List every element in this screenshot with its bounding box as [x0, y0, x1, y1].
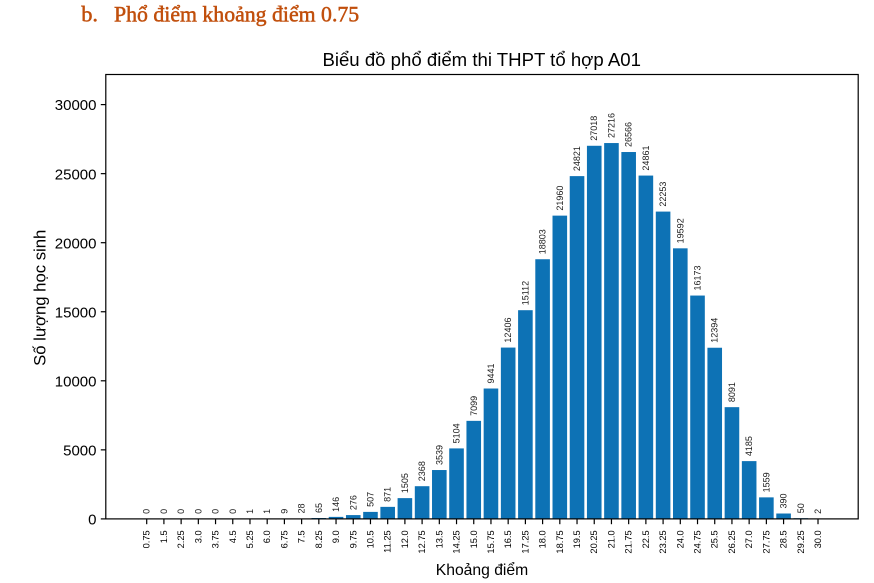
svg-text:27.0: 27.0 [744, 530, 754, 548]
svg-text:5.25: 5.25 [245, 530, 255, 548]
svg-text:22253: 22253 [658, 182, 668, 207]
svg-text:8.25: 8.25 [314, 530, 324, 548]
svg-text:17.25: 17.25 [520, 530, 530, 553]
svg-text:10.5: 10.5 [365, 530, 375, 548]
svg-text:29.25: 29.25 [796, 530, 806, 553]
svg-text:20.25: 20.25 [589, 530, 599, 553]
svg-text:30000: 30000 [55, 97, 97, 114]
svg-text:10000: 10000 [55, 373, 97, 390]
svg-text:7.5: 7.5 [297, 530, 307, 543]
svg-text:0: 0 [159, 509, 169, 514]
svg-text:25000: 25000 [55, 166, 97, 183]
svg-text:6.75: 6.75 [279, 530, 289, 548]
svg-text:Khoảng điểm: Khoảng điểm [436, 561, 528, 579]
svg-text:4.5: 4.5 [228, 530, 238, 543]
svg-text:65: 65 [314, 503, 324, 513]
svg-text:7099: 7099 [469, 396, 479, 416]
svg-text:24821: 24821 [572, 146, 582, 171]
svg-text:0: 0 [193, 509, 203, 514]
svg-text:5000: 5000 [63, 442, 96, 459]
svg-text:18803: 18803 [538, 229, 548, 254]
svg-text:b.: b. [81, 2, 98, 27]
svg-text:9441: 9441 [486, 363, 496, 383]
svg-text:2368: 2368 [417, 461, 427, 481]
svg-text:1505: 1505 [400, 473, 410, 493]
svg-text:0: 0 [228, 509, 238, 514]
svg-text:24.75: 24.75 [693, 530, 703, 553]
svg-text:3539: 3539 [434, 445, 444, 465]
svg-text:390: 390 [779, 493, 789, 508]
svg-text:26566: 26566 [624, 122, 634, 147]
svg-text:0: 0 [142, 509, 152, 514]
svg-text:50: 50 [796, 503, 806, 513]
svg-text:27.75: 27.75 [761, 530, 771, 553]
svg-text:21960: 21960 [555, 186, 565, 211]
svg-text:507: 507 [365, 492, 375, 507]
svg-text:12.0: 12.0 [400, 530, 410, 548]
svg-text:24.0: 24.0 [675, 530, 685, 548]
svg-text:9.75: 9.75 [348, 530, 358, 548]
svg-text:24861: 24861 [641, 146, 651, 171]
svg-text:22.5: 22.5 [641, 530, 651, 548]
svg-text:20000: 20000 [55, 235, 97, 252]
svg-text:3.75: 3.75 [211, 530, 221, 548]
svg-text:0: 0 [88, 512, 96, 529]
svg-text:14.25: 14.25 [452, 530, 462, 553]
svg-text:12.75: 12.75 [417, 530, 427, 553]
svg-text:12394: 12394 [710, 318, 720, 343]
svg-text:13.5: 13.5 [434, 530, 444, 548]
svg-text:19.5: 19.5 [572, 530, 582, 548]
svg-text:1: 1 [262, 509, 272, 514]
svg-text:0: 0 [211, 509, 221, 514]
svg-text:28: 28 [297, 503, 307, 513]
svg-text:21.0: 21.0 [606, 530, 616, 548]
svg-text:16173: 16173 [693, 266, 703, 291]
svg-text:16.5: 16.5 [503, 530, 513, 548]
svg-text:9: 9 [279, 509, 289, 514]
svg-text:276: 276 [348, 495, 358, 510]
svg-text:27018: 27018 [589, 116, 599, 141]
svg-text:27216: 27216 [606, 113, 616, 138]
svg-text:26.25: 26.25 [727, 530, 737, 553]
svg-text:9.0: 9.0 [331, 530, 341, 543]
svg-text:4185: 4185 [744, 436, 754, 456]
svg-text:15112: 15112 [520, 281, 530, 305]
svg-text:2: 2 [813, 509, 823, 514]
svg-text:15.75: 15.75 [486, 530, 496, 553]
svg-text:8091: 8091 [727, 382, 737, 402]
svg-text:25.5: 25.5 [710, 530, 720, 548]
svg-text:21.75: 21.75 [624, 530, 634, 553]
svg-text:Số lượng học sinh: Số lượng học sinh [31, 230, 50, 366]
svg-text:0.75: 0.75 [142, 530, 152, 548]
svg-text:30.0: 30.0 [813, 530, 823, 548]
svg-text:3.0: 3.0 [193, 530, 203, 543]
svg-text:12406: 12406 [503, 318, 513, 343]
svg-text:15000: 15000 [55, 304, 97, 321]
svg-text:2.25: 2.25 [176, 530, 186, 548]
svg-text:871: 871 [383, 487, 393, 502]
svg-text:1: 1 [245, 509, 255, 514]
svg-text:1559: 1559 [761, 472, 771, 492]
svg-text:Biểu đồ phổ điểm thi THPT tổ h: Biểu đồ phổ điểm thi THPT tổ hợp A01 [322, 49, 641, 70]
svg-text:28.5: 28.5 [779, 530, 789, 548]
svg-text:146: 146 [331, 497, 341, 512]
svg-text:19592: 19592 [675, 218, 685, 243]
svg-text:5104: 5104 [452, 423, 462, 443]
svg-text:18.75: 18.75 [555, 530, 565, 553]
svg-text:6.0: 6.0 [262, 530, 272, 543]
svg-text:Phổ điểm khoảng điểm 0.75: Phổ điểm khoảng điểm 0.75 [114, 3, 359, 27]
svg-text:1.5: 1.5 [159, 530, 169, 543]
svg-text:18.0: 18.0 [538, 530, 548, 548]
svg-text:0: 0 [176, 509, 186, 514]
svg-text:11.25: 11.25 [383, 530, 393, 553]
svg-text:15.0: 15.0 [469, 530, 479, 548]
svg-text:23.25: 23.25 [658, 530, 668, 553]
